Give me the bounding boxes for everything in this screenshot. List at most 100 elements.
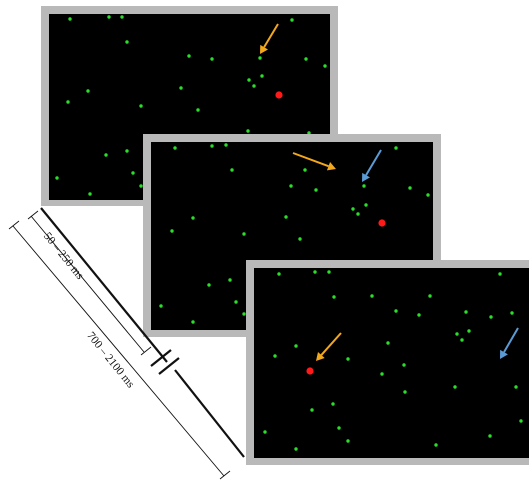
display-frame-3 [246, 260, 529, 465]
frame-3-screen [254, 268, 529, 458]
green-dot [210, 57, 214, 61]
green-dot [346, 357, 350, 361]
green-dot [289, 184, 293, 188]
green-dot [196, 108, 200, 112]
green-dot [187, 54, 191, 58]
green-dot [210, 144, 214, 148]
green-dot [426, 193, 430, 197]
timeline-break-mark-1 [150, 349, 172, 367]
green-dot [332, 295, 336, 299]
green-dot [323, 64, 327, 68]
green-dot [260, 74, 264, 78]
green-dot [467, 329, 471, 333]
short-interval-tick-start [27, 210, 39, 220]
green-dot [380, 372, 384, 376]
timeline-axis [40, 207, 168, 363]
green-dot [364, 203, 368, 207]
green-dot [224, 143, 228, 147]
green-dot [314, 188, 318, 192]
green-dot [304, 57, 308, 61]
green-dot [107, 15, 111, 19]
green-dot [498, 272, 502, 276]
green-dot [394, 146, 398, 150]
green-dot [356, 212, 360, 216]
green-dot [394, 309, 398, 313]
green-dot [310, 408, 314, 412]
green-dot [277, 272, 281, 276]
green-dot [234, 300, 238, 304]
frame-1-arrows [260, 23, 279, 54]
green-dot [290, 18, 294, 22]
green-dot [139, 184, 143, 188]
green-dot [104, 153, 108, 157]
green-dot [434, 443, 438, 447]
red-target-dot [275, 91, 283, 99]
green-dot [125, 40, 129, 44]
green-dot [120, 15, 124, 19]
green-dot [242, 312, 246, 316]
green-dot [68, 17, 72, 21]
green-dot [370, 294, 374, 298]
green-dot [55, 176, 59, 180]
green-dot [337, 426, 341, 430]
green-dot [489, 315, 493, 319]
green-dot [460, 338, 464, 342]
green-dot [252, 84, 256, 88]
green-dot [327, 270, 331, 274]
red-target-dot [378, 219, 386, 227]
orange-arrow-icon [260, 23, 279, 54]
frame-2-arrows [292, 149, 382, 182]
green-dot [514, 385, 518, 389]
green-dot [66, 100, 70, 104]
green-dot [284, 215, 288, 219]
green-dot [263, 430, 267, 434]
green-dot [453, 385, 457, 389]
green-dot [362, 184, 366, 188]
green-dot [228, 278, 232, 282]
green-dot [408, 186, 412, 190]
green-dot [386, 341, 390, 345]
green-dot [303, 168, 307, 172]
green-dot [331, 402, 335, 406]
red-target-dot [306, 367, 314, 375]
green-dot [86, 89, 90, 93]
display-frame-1 [41, 6, 338, 206]
long-interval-bracket [12, 225, 225, 477]
frame-3-arrows [316, 327, 519, 361]
long-interval-tick-start [8, 220, 20, 230]
green-dot [246, 129, 250, 133]
green-dot [417, 313, 421, 317]
green-dot [346, 439, 350, 443]
green-dot [170, 229, 174, 233]
frame-3-dots [263, 270, 523, 451]
green-dot [428, 294, 432, 298]
green-dot [519, 419, 523, 423]
green-dot [125, 149, 129, 153]
long-interval-label: 700 – 2100 ms [84, 330, 136, 391]
green-dot [242, 232, 246, 236]
timeline [8, 207, 245, 480]
green-dot [207, 283, 211, 287]
short-interval-tick-end [140, 346, 152, 356]
green-dot [247, 78, 251, 82]
green-dot [307, 131, 311, 135]
green-dot [191, 320, 195, 324]
green-dot [464, 310, 468, 314]
green-dot [294, 447, 298, 451]
green-dot [402, 363, 406, 367]
green-dot [173, 146, 177, 150]
green-dot [510, 311, 514, 315]
green-dot [179, 86, 183, 90]
green-dot [313, 270, 317, 274]
frame-2-dots [159, 143, 430, 324]
timeline-break-mark-2 [158, 357, 180, 375]
green-dot [273, 354, 277, 358]
green-dot [294, 344, 298, 348]
green-dot [131, 171, 135, 175]
long-interval-tick-end [219, 470, 231, 480]
timeline-axis-continued [174, 369, 245, 458]
green-dot [488, 434, 492, 438]
green-dot [351, 207, 355, 211]
green-dot [403, 390, 407, 394]
